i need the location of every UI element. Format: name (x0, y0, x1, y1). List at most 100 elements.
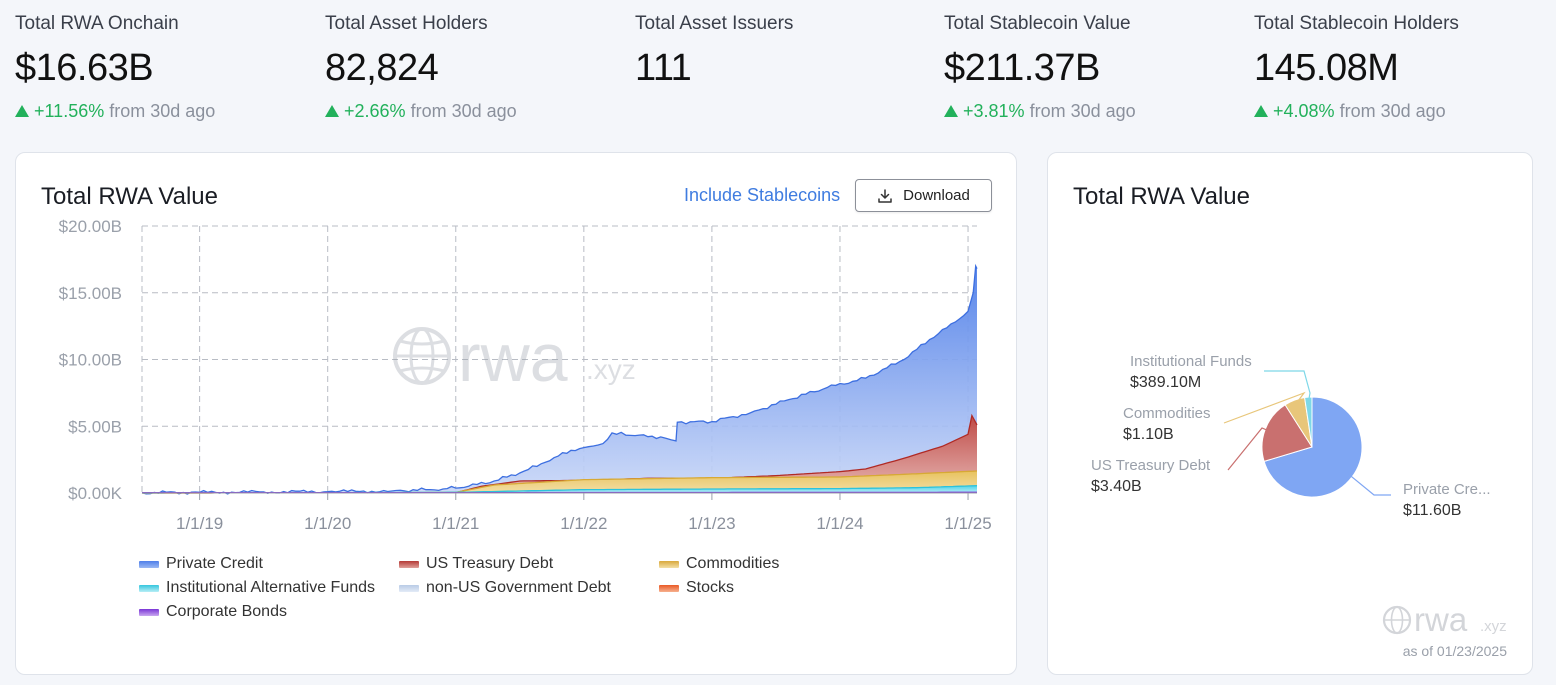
legend-swatch (399, 560, 419, 568)
legend-item-commodities[interactable]: Commodities (659, 555, 779, 573)
pie-connector (1223, 391, 1306, 424)
y-tick-label: $20.00B (59, 217, 122, 236)
stat-value: 145.08M (1254, 47, 1399, 89)
legend-swatch (659, 584, 679, 592)
rwa-breakdown-pie-card: Total RWA Value Private Cre... $11.60B US … (1047, 152, 1533, 675)
pie-slice-value: $11.60B (1403, 502, 1461, 519)
stat-change: +4.08% from 30d ago (1254, 100, 1554, 122)
pie-connector (1348, 473, 1391, 496)
stat-value: 82,824 (325, 47, 439, 89)
legend-label: Corporate Bonds (166, 603, 287, 620)
up-arrow-icon (15, 105, 29, 117)
pie-slice-label: Commodities (1123, 405, 1211, 422)
pie-slice-institutional-funds[interactable] (1304, 396, 1313, 448)
legend-item-us-treasury-debt[interactable]: US Treasury Debt (399, 555, 553, 573)
up-arrow-icon (944, 105, 958, 117)
stat-total-rwa-onchain: Total RWA Onchain $16.63B +11.56% from 3… (15, 12, 315, 122)
legend-label: Commodities (686, 555, 780, 572)
x-tick-label: 1/1/22 (560, 514, 607, 533)
legend-item-stocks[interactable]: Stocks (659, 579, 734, 597)
y-tick-label: $0.00K (68, 484, 123, 503)
area-inst-funds (142, 485, 977, 493)
stat-value: $211.37B (944, 47, 1100, 89)
stat-change-percent: +4.08% (1273, 101, 1335, 121)
pie-watermark-suffix: .xyz (1480, 618, 1507, 635)
x-tick-label: 1/1/24 (816, 514, 863, 533)
legend-label: non-US Government Debt (426, 579, 611, 596)
pie-slices (1261, 396, 1363, 498)
stat-change-suffix: from 30d ago (1029, 101, 1136, 121)
stat-label: Total RWA Onchain (15, 13, 179, 34)
legend-swatch (139, 584, 159, 592)
pie-slice-value: $1.10B (1123, 426, 1174, 443)
stat-total-stablecoin-holders: Total Stablecoin Holders 145.08M +4.08% … (1254, 12, 1554, 122)
stat-change-percent: +3.81% (963, 101, 1025, 121)
legend-swatch (399, 584, 419, 592)
legend-swatch (139, 608, 159, 616)
area-chart[interactable]: rwa .xyz $0.00K $5.00B $10.00B $15.00B $20.0… (16, 153, 1018, 548)
legend-label: US Treasury Debt (426, 555, 554, 572)
legend-swatch (139, 560, 159, 568)
pie-watermark: rwa .xyz (1382, 601, 1507, 638)
legend-item-institutional-alternative-funds[interactable]: Institutional Alternative Funds (139, 579, 375, 597)
stat-value: 111 (635, 47, 692, 89)
pie-slice-value: $389.10M (1130, 374, 1201, 391)
legend-item-private-credit[interactable]: Private Credit (139, 555, 263, 573)
download-label: Download (903, 187, 970, 204)
chart-watermark: rwa .xyz (393, 320, 636, 396)
watermark-suffix: .xyz (586, 354, 636, 385)
x-tick-label: 1/1/21 (432, 514, 479, 533)
pie-slice-label: Private Cre... (1403, 481, 1491, 498)
stat-total-asset-issuers: Total Asset Issuers 111 (635, 12, 935, 91)
pie-connector (1264, 370, 1311, 402)
y-tick-label: $5.00B (68, 417, 122, 436)
pie-connector (1227, 427, 1270, 471)
chart-axes: $0.00K $5.00B $10.00B $15.00B $20.00B 1/1/19 1… (59, 217, 992, 533)
chart-legend: Private Credit US Treasury Debt Commodit… (139, 555, 999, 631)
y-tick-label: $15.00B (59, 284, 122, 303)
stat-label: Total Asset Issuers (635, 13, 794, 34)
download-icon (878, 188, 892, 203)
globe-icon (1382, 605, 1412, 635)
legend-label: Private Credit (166, 555, 263, 572)
legend-item-corporate-bonds[interactable]: Corporate Bonds (139, 603, 287, 621)
y-tick-label: $10.00B (59, 351, 122, 370)
stat-label: Total Stablecoin Holders (1254, 13, 1459, 34)
include-stablecoins-toggle[interactable]: Include Stablecoins (684, 185, 841, 205)
legend-label: Stocks (686, 579, 735, 596)
x-tick-label: 1/1/23 (688, 514, 735, 533)
stat-change: +3.81% from 30d ago (944, 100, 1244, 122)
stat-change-suffix: from 30d ago (109, 101, 216, 121)
pie-slice-label: US Treasury Debt (1091, 457, 1211, 474)
area-commodities (142, 471, 977, 493)
stat-change-percent: +11.56% (34, 101, 105, 121)
stat-total-asset-holders: Total Asset Holders 82,824 +2.66% from 3… (325, 12, 625, 122)
stat-change-percent: +2.66% (344, 101, 406, 121)
area-private-credit (142, 266, 977, 494)
legend-item-non-us-government-debt[interactable]: non-US Government Debt (399, 579, 611, 597)
chart-title: Total RWA Value (41, 183, 218, 210)
pie-slice-value: $3.40B (1091, 478, 1142, 495)
pie-slice-label: Institutional Funds (1130, 353, 1252, 370)
stat-value: $16.63B (15, 47, 154, 89)
x-tick-label: 1/1/19 (176, 514, 223, 533)
pie-labels: Private Cre... $11.60B US Treasury Debt $3.… (1091, 353, 1491, 519)
stats-bar: Total RWA Onchain $16.63B +11.56% from 3… (0, 0, 1556, 140)
stat-total-stablecoin-value: Total Stablecoin Value $211.37B +3.81% f… (944, 12, 1244, 122)
legend-swatch (659, 560, 679, 568)
x-tick-label: 1/1/25 (944, 514, 991, 533)
pie-watermark-text: rwa (1414, 601, 1468, 638)
pie-title: Total RWA Value (1073, 183, 1250, 210)
stat-label: Total Asset Holders (325, 13, 488, 34)
x-tick-label: 1/1/20 (304, 514, 351, 533)
stat-change-suffix: from 30d ago (1339, 101, 1446, 121)
pie-chart[interactable]: Private Cre... $11.60B US Treasury Debt $3.… (1048, 153, 1534, 676)
up-arrow-icon (1254, 105, 1268, 117)
up-arrow-icon (325, 105, 339, 117)
stat-change: +2.66% from 30d ago (325, 100, 625, 122)
download-button[interactable]: Download (855, 179, 992, 212)
watermark-text: rwa (458, 320, 568, 396)
stat-change-suffix: from 30d ago (410, 101, 517, 121)
globe-icon (393, 327, 451, 385)
stat-change: +11.56% from 30d ago (15, 100, 315, 122)
